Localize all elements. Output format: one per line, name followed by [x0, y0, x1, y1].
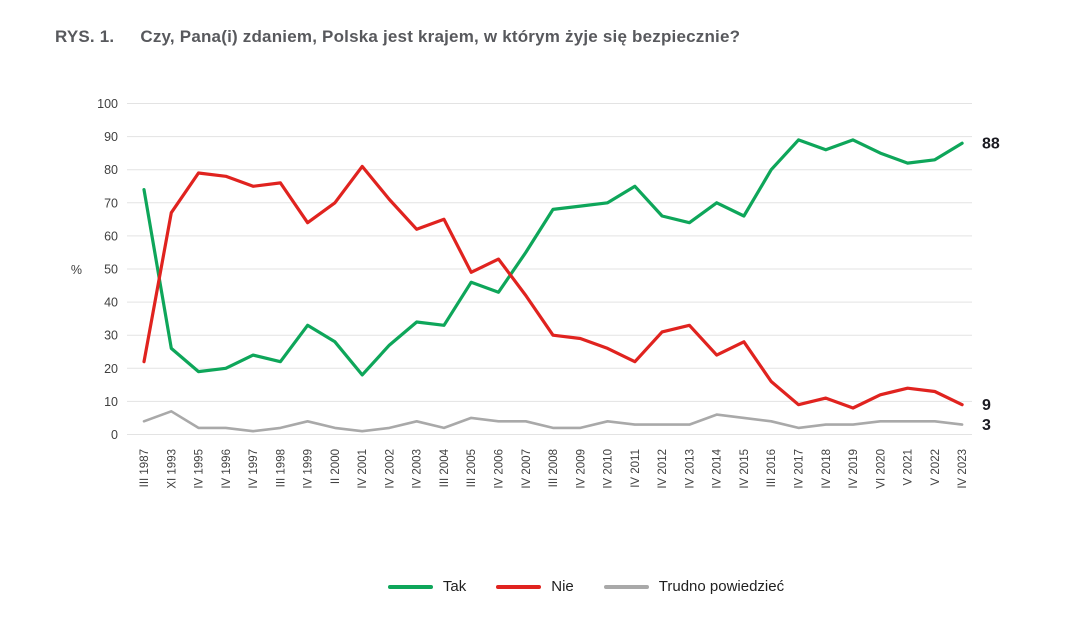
end-value-label-tak: 88 [982, 136, 1000, 153]
y-tick-label: 70 [104, 196, 118, 210]
y-tick-label: 80 [104, 163, 118, 177]
x-tick-label: IV 2019 [848, 449, 860, 489]
x-tick-label: IV 2017 [793, 449, 805, 489]
x-tick-label: V 2022 [930, 449, 942, 485]
x-tick-label: III 2008 [548, 449, 560, 487]
x-tick-label: IV 1995 [194, 449, 206, 489]
y-tick-label: 90 [104, 130, 118, 144]
series-line-trudno [142, 409, 964, 433]
y-tick-label: 0 [111, 428, 118, 442]
x-tick-label: IV 2010 [603, 449, 615, 489]
end-value-label-nie: 9 [982, 397, 991, 414]
x-tick-label: IV 2018 [821, 449, 833, 489]
x-tick-label: III 2005 [466, 449, 478, 487]
y-tick-label: 50 [104, 263, 118, 277]
legend-swatch-nie [496, 584, 542, 589]
line-chart: 0 10 20 30 40 50 60 70 80 90 100% III 1987 XI 1993 IV… [71, 97, 1000, 489]
y-tick-label: 20 [104, 362, 118, 376]
x-tick-label: IV 2002 [384, 449, 396, 489]
legend-label-nie: Nie [551, 578, 574, 595]
y-axis-label: % [71, 263, 82, 277]
end-value-label-trudno: 3 [982, 417, 991, 434]
x-tick-label: IV 1997 [248, 449, 260, 489]
figure-number: RYS. 1. [55, 27, 115, 46]
x-tick-label: IV 2011 [630, 449, 642, 488]
y-tick-label: 30 [104, 329, 118, 343]
x-tick-label: IV 2009 [575, 449, 587, 489]
y-tick-label: 100 [97, 97, 118, 111]
x-tick-label: IV 2023 [957, 449, 969, 489]
x-tick-label: IV 2013 [684, 449, 696, 489]
x-tick-label: IV 2006 [494, 449, 506, 489]
x-tick-label: IV 1996 [221, 449, 233, 489]
legend-item-trudno: Trudno powiedzieć [603, 578, 785, 595]
legend-item-nie: Nie [496, 578, 574, 595]
figure-title: RYS. 1. Czy, Pana(i) zdaniem, Polska jest… [55, 27, 740, 47]
legend-swatch-tak [387, 584, 433, 589]
x-tick-label: IV 2012 [657, 449, 669, 489]
x-tick-label: VI 2020 [875, 449, 887, 489]
figure-question: Czy, Pana(i) zdaniem, Polska jest krajem… [140, 27, 741, 46]
x-tick-label: IV 1999 [303, 449, 315, 489]
legend-label-tak: Tak [442, 578, 467, 595]
x-tick-label: II 2000 [330, 449, 342, 484]
x-tick-label: XI 1993 [166, 449, 178, 489]
x-tick-label: III 2016 [766, 449, 778, 487]
legend-item-tak: Tak [387, 578, 467, 595]
y-tick-label: 10 [104, 395, 118, 409]
series-line-tak [142, 138, 964, 377]
x-tick-label: IV 2014 [712, 448, 724, 488]
chart-legend: Tak Nie Trudno powiedzieć [46, 578, 1080, 595]
x-tick-label: III 2004 [439, 448, 451, 487]
x-tick-label: III 1998 [275, 449, 287, 487]
x-tick-label: IV 2015 [739, 449, 751, 489]
x-tick-label: III 1987 [139, 449, 151, 487]
y-tick-label: 40 [104, 296, 118, 310]
x-tick-label: V 2021 [903, 449, 915, 485]
legend-swatch-trudno [603, 584, 649, 589]
series-line-nie [142, 164, 964, 410]
x-tick-label: IV 2003 [412, 449, 424, 489]
x-tick-label: IV 2007 [521, 449, 533, 489]
y-tick-label: 60 [104, 229, 118, 243]
x-tick-label: IV 2001 [357, 449, 369, 489]
legend-label-trudno: Trudno powiedzieć [658, 578, 785, 595]
